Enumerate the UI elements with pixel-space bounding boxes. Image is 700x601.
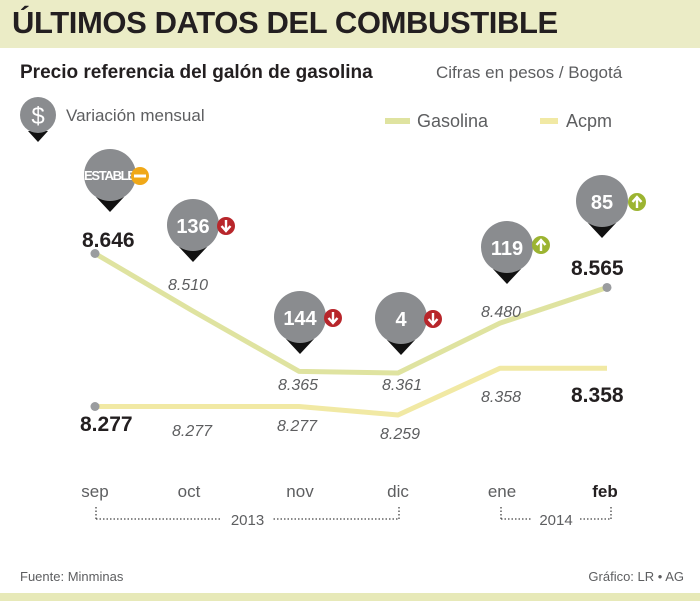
- variation-legend-icon: $: [20, 97, 56, 142]
- variation-value-oct: 136: [176, 216, 209, 238]
- variation-value-feb: 85: [591, 192, 613, 214]
- series-line-gasolina: [93, 251, 608, 376]
- variation-bubble-nov: 144: [274, 291, 326, 354]
- variation-value-dic: 4: [395, 309, 407, 331]
- title-band: [0, 0, 700, 48]
- legend-label-gasolina: Gasolina: [417, 111, 489, 131]
- arrow-down-icon: [324, 309, 342, 327]
- variation-value-nov: 144: [283, 308, 317, 330]
- dollar-icon: $: [31, 103, 44, 130]
- x-tick-sep: sep: [81, 482, 108, 501]
- x-tick-oct: oct: [178, 482, 201, 501]
- variation-bubble-feb: 85: [576, 175, 628, 238]
- x-tick-ene: ene: [488, 482, 516, 501]
- gasolina-label-feb: 8.565: [571, 257, 624, 280]
- variation-value-ene: 119: [491, 238, 523, 260]
- x-tick-nov: nov: [286, 482, 314, 501]
- arrow-up-icon: [532, 236, 550, 254]
- arrow-down-icon: [424, 310, 442, 328]
- year-bracket-2014: [500, 507, 612, 520]
- chart-subtitle: Precio referencia del galón de gasolina: [20, 62, 373, 83]
- variation-legend-label: Variación mensual: [66, 106, 205, 125]
- gasolina-label-sep: 8.646: [82, 229, 135, 252]
- arrow-up-icon: [628, 193, 646, 211]
- gasolina-label-ene: 8.480: [481, 304, 521, 321]
- variation-bubble-oct: 136: [167, 199, 219, 262]
- acpm-label-nov: 8.277: [277, 418, 318, 435]
- acpm-label-feb: 8.358: [571, 384, 624, 407]
- variation-bubble-ene: 119: [481, 221, 533, 284]
- gasolina-label-nov: 8.365: [278, 377, 318, 394]
- acpm-label-sep: 8.277: [80, 413, 133, 436]
- variation-bubble-sep: ESTABLE: [84, 149, 136, 212]
- credit-note: Gráfico: LR • AG: [588, 569, 684, 584]
- variation-value-sep: ESTABLE: [84, 168, 136, 183]
- legend-label-acpm: Acpm: [566, 111, 612, 131]
- x-tick-dic: dic: [387, 482, 409, 501]
- source-note: Fuente: Minminas: [20, 569, 124, 584]
- acpm-point-sep: [90, 402, 100, 411]
- chart-title: ÚLTIMOS DATOS DEL COMBUSTIBLE: [12, 5, 558, 40]
- gasolina-point-feb: [602, 282, 612, 292]
- acpm-label-oct: 8.277: [172, 423, 213, 440]
- bottom-band: [0, 593, 700, 601]
- x-tick-feb: feb: [592, 482, 618, 501]
- acpm-label-dic: 8.259: [380, 426, 420, 443]
- gasolina-point-sep: [90, 249, 100, 258]
- arrow-down-icon: [217, 217, 235, 235]
- series-line-acpm: [95, 365, 607, 418]
- gasolina-label-dic: 8.361: [382, 377, 422, 394]
- acpm-label-ene: 8.358: [481, 389, 521, 406]
- variation-bubble-dic: 4: [375, 292, 427, 355]
- year-label-2014: 2014: [539, 512, 572, 529]
- gasolina-label-oct: 8.510: [168, 277, 208, 294]
- stable-dash-icon: [131, 167, 149, 185]
- units-note: Cifras en pesos / Bogotá: [436, 63, 623, 82]
- year-label-2013: 2013: [231, 512, 264, 529]
